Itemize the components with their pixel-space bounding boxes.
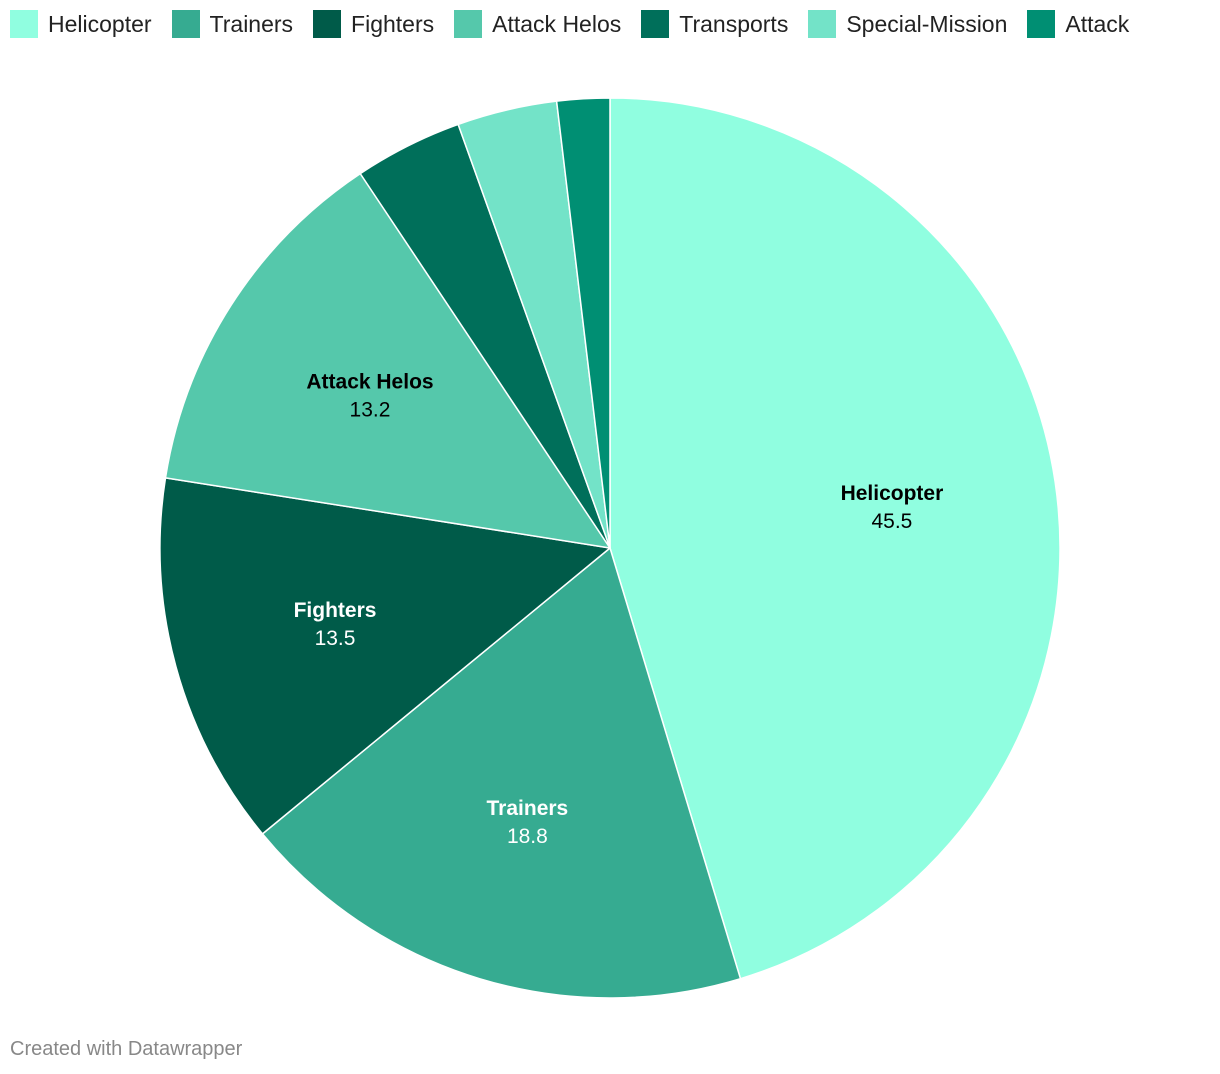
slice-label-value: 45.5 [871,510,912,533]
chart-legend: Helicopter Trainers Fighters Attack Helos Tr… [10,8,1215,40]
slice-label-value: 13.5 [315,627,356,650]
pie-slices [159,97,1061,999]
legend-item-special-mission: Special-Mission [808,10,1007,38]
slice-label-name: Attack Helos [306,370,433,393]
legend-swatch [1027,10,1056,38]
legend-swatch [641,10,670,38]
legend-label: Trainers [209,11,294,37]
legend-item-transports: Transports [641,10,788,38]
legend-label: Attack [1065,11,1130,37]
pie-slice-fighters [159,477,611,835]
legend-label: Attack Helos [492,11,622,37]
pie-slice-helicopter [609,97,1061,980]
slice-label-name: Helicopter [841,482,944,505]
slice-label-value: 13.2 [350,398,391,421]
legend-swatch [454,10,483,38]
legend-label: Helicopter [48,11,152,37]
legend-label: Special-Mission [846,11,1008,37]
legend-swatch [808,10,837,38]
legend-swatch [171,10,200,38]
legend-swatch [313,10,342,38]
legend-label: Transports [679,11,789,37]
legend-item-helicopter: Helicopter [10,10,152,38]
pie-slice-attack [555,97,611,549]
datawrapper-credit: Created with Datawrapper [10,1038,243,1060]
legend-item-trainers: Trainers [171,10,294,38]
legend-item-attack-helos: Attack Helos [454,10,621,38]
slice-label-name: Trainers [487,797,569,820]
pie-slice-labels: Helicopter 45.5 Trainers 18.8 Fighters 13.5 At… [294,370,944,847]
legend-item-attack: Attack [1027,10,1129,38]
pie-slice-attack-helos [164,172,611,549]
legend-swatch [10,10,38,38]
slice-label-value: 18.8 [507,825,548,848]
legend-label: Fighters [351,11,435,37]
slice-label-name: Fighters [294,599,377,622]
pie-slice-trainers [261,547,742,999]
legend-item-fighters: Fighters [313,10,434,38]
